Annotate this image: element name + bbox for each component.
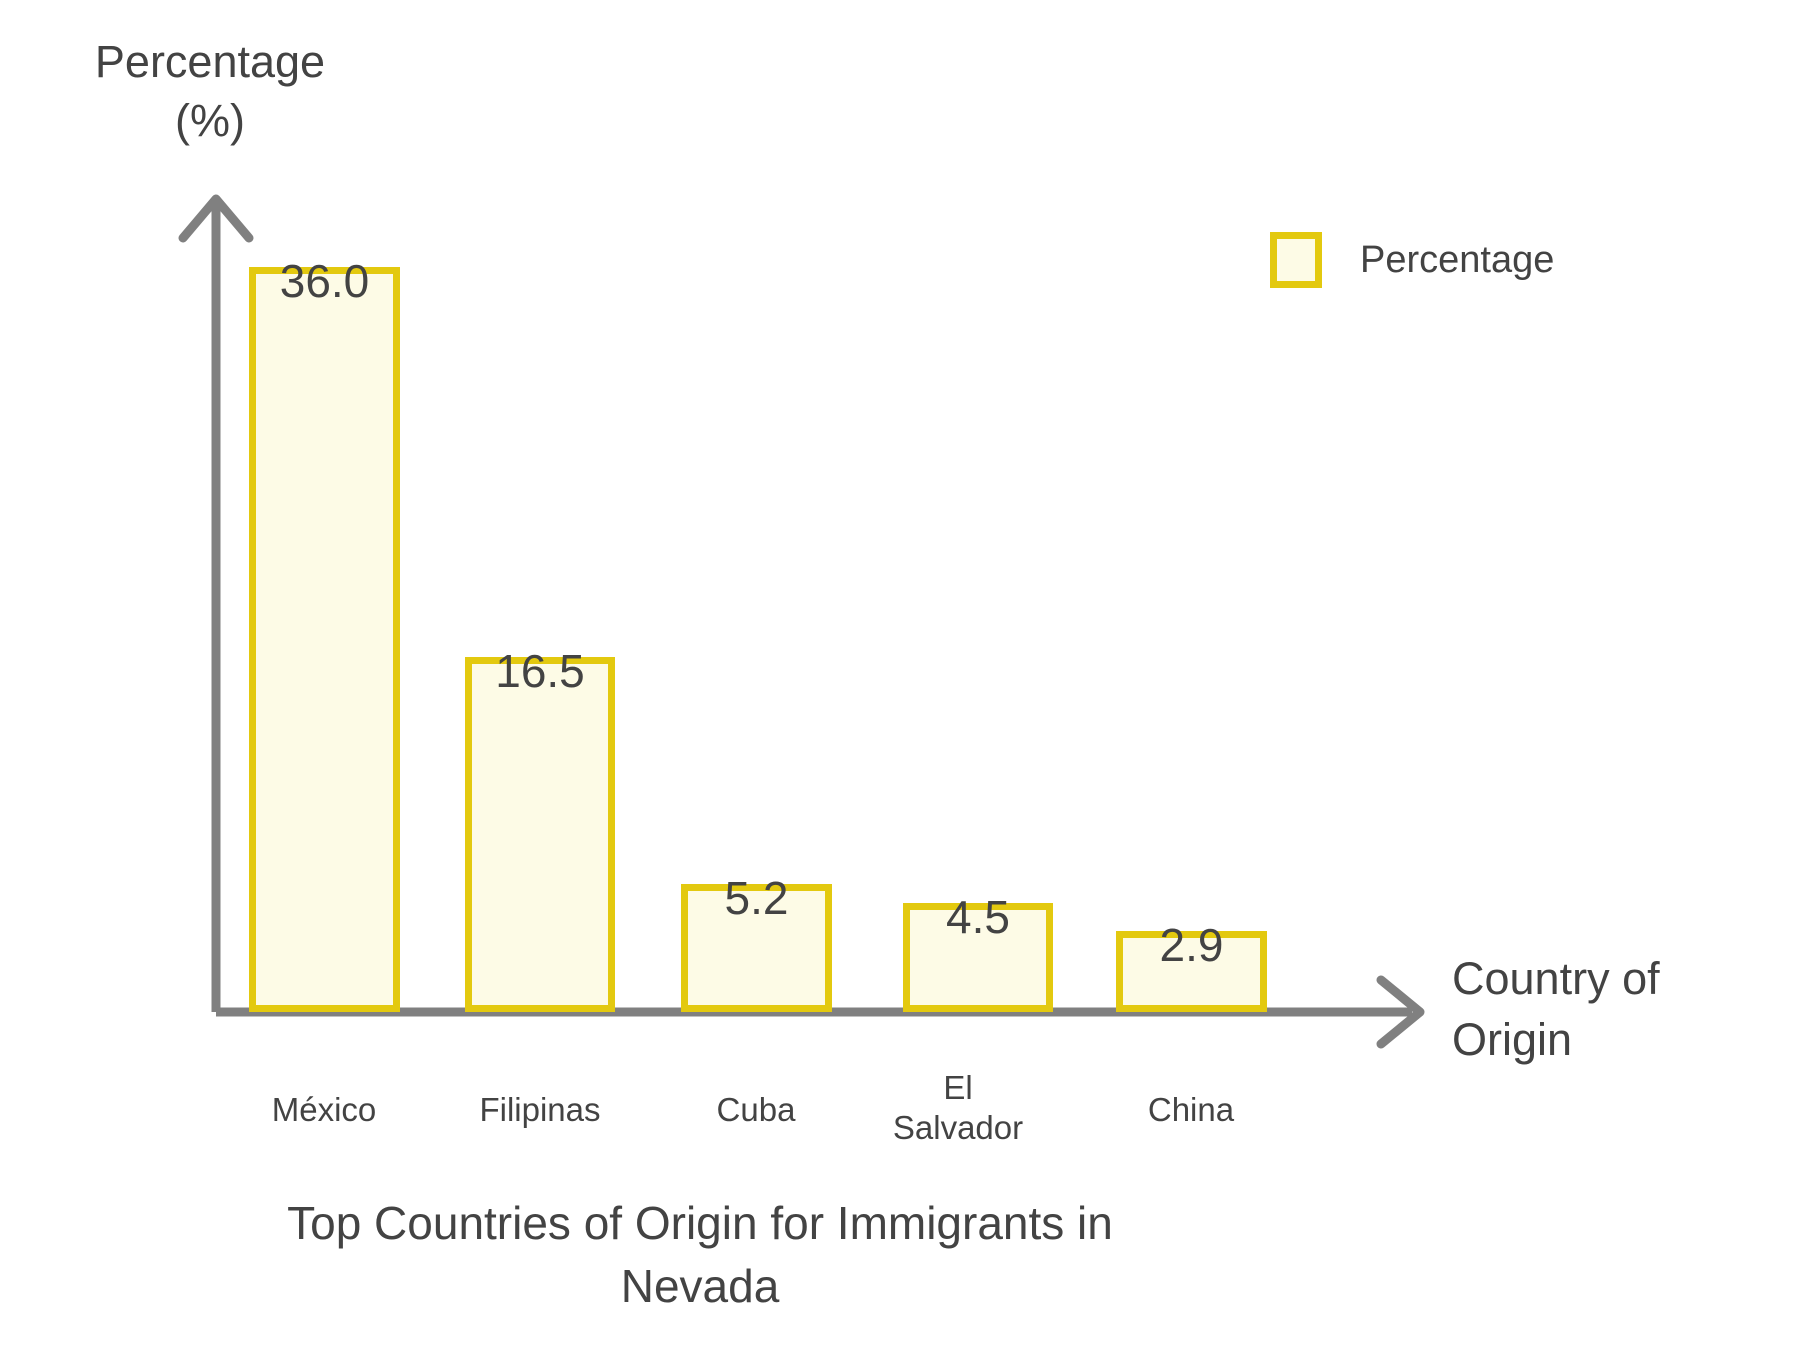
chart-title: Top Countries of Origin for Immigrants i… xyxy=(150,1192,1250,1318)
legend-label-percentage: Percentage xyxy=(1360,239,1555,281)
x-axis-label-line-2: Origin xyxy=(1452,1014,1573,1066)
legend[interactable]: Percentage xyxy=(1270,232,1554,288)
category-label-cuba: Cuba xyxy=(646,1090,866,1130)
bar-value-el-salvador: 4.5 xyxy=(946,891,1010,943)
chart-title-line-2: Nevada xyxy=(620,1260,780,1313)
bar-cuba[interactable] xyxy=(681,884,832,1012)
chart-title-line-1: Top Countries of Origin for Immigrants i… xyxy=(287,1197,1113,1249)
bar-value-mexico: 36.0 xyxy=(279,255,370,307)
legend-swatch-percentage xyxy=(1270,232,1322,288)
category-label-filipinas: Filipinas xyxy=(430,1090,650,1130)
bar-value-filipinas: 16.5 xyxy=(495,645,585,697)
category-label-filipinas-line-1: Filipinas xyxy=(479,1091,601,1128)
category-label-mexico: México xyxy=(214,1090,434,1130)
bar-mexico[interactable] xyxy=(249,267,400,1012)
x-axis-label-line-1: Country of xyxy=(1452,953,1660,1004)
bar-china[interactable] xyxy=(1116,931,1267,1012)
category-label-el-salvador-line-1: El xyxy=(943,1069,973,1106)
bar-filipinas[interactable] xyxy=(465,657,615,1012)
category-label-china-line-1: China xyxy=(1147,1091,1235,1128)
x-axis-label: Country of Origin xyxy=(1452,948,1782,1070)
bar-value-cuba: 5.2 xyxy=(724,872,789,924)
y-axis-label: Percentage (%) xyxy=(50,32,370,151)
bar-el-salvador[interactable] xyxy=(903,903,1053,1012)
bar-value-china: 2.9 xyxy=(1159,919,1224,971)
category-label-china: China xyxy=(1081,1090,1301,1130)
category-label-el-salvador-line-2: Salvador xyxy=(892,1109,1024,1147)
category-label-mexico-line-1: México xyxy=(271,1091,377,1128)
category-label-el-salvador: El Salvador xyxy=(848,1068,1068,1149)
y-axis-label-line-1: Percentage xyxy=(94,36,326,87)
y-axis-label-line-2: (%) xyxy=(175,95,245,147)
category-label-cuba-line-1: Cuba xyxy=(716,1091,796,1128)
